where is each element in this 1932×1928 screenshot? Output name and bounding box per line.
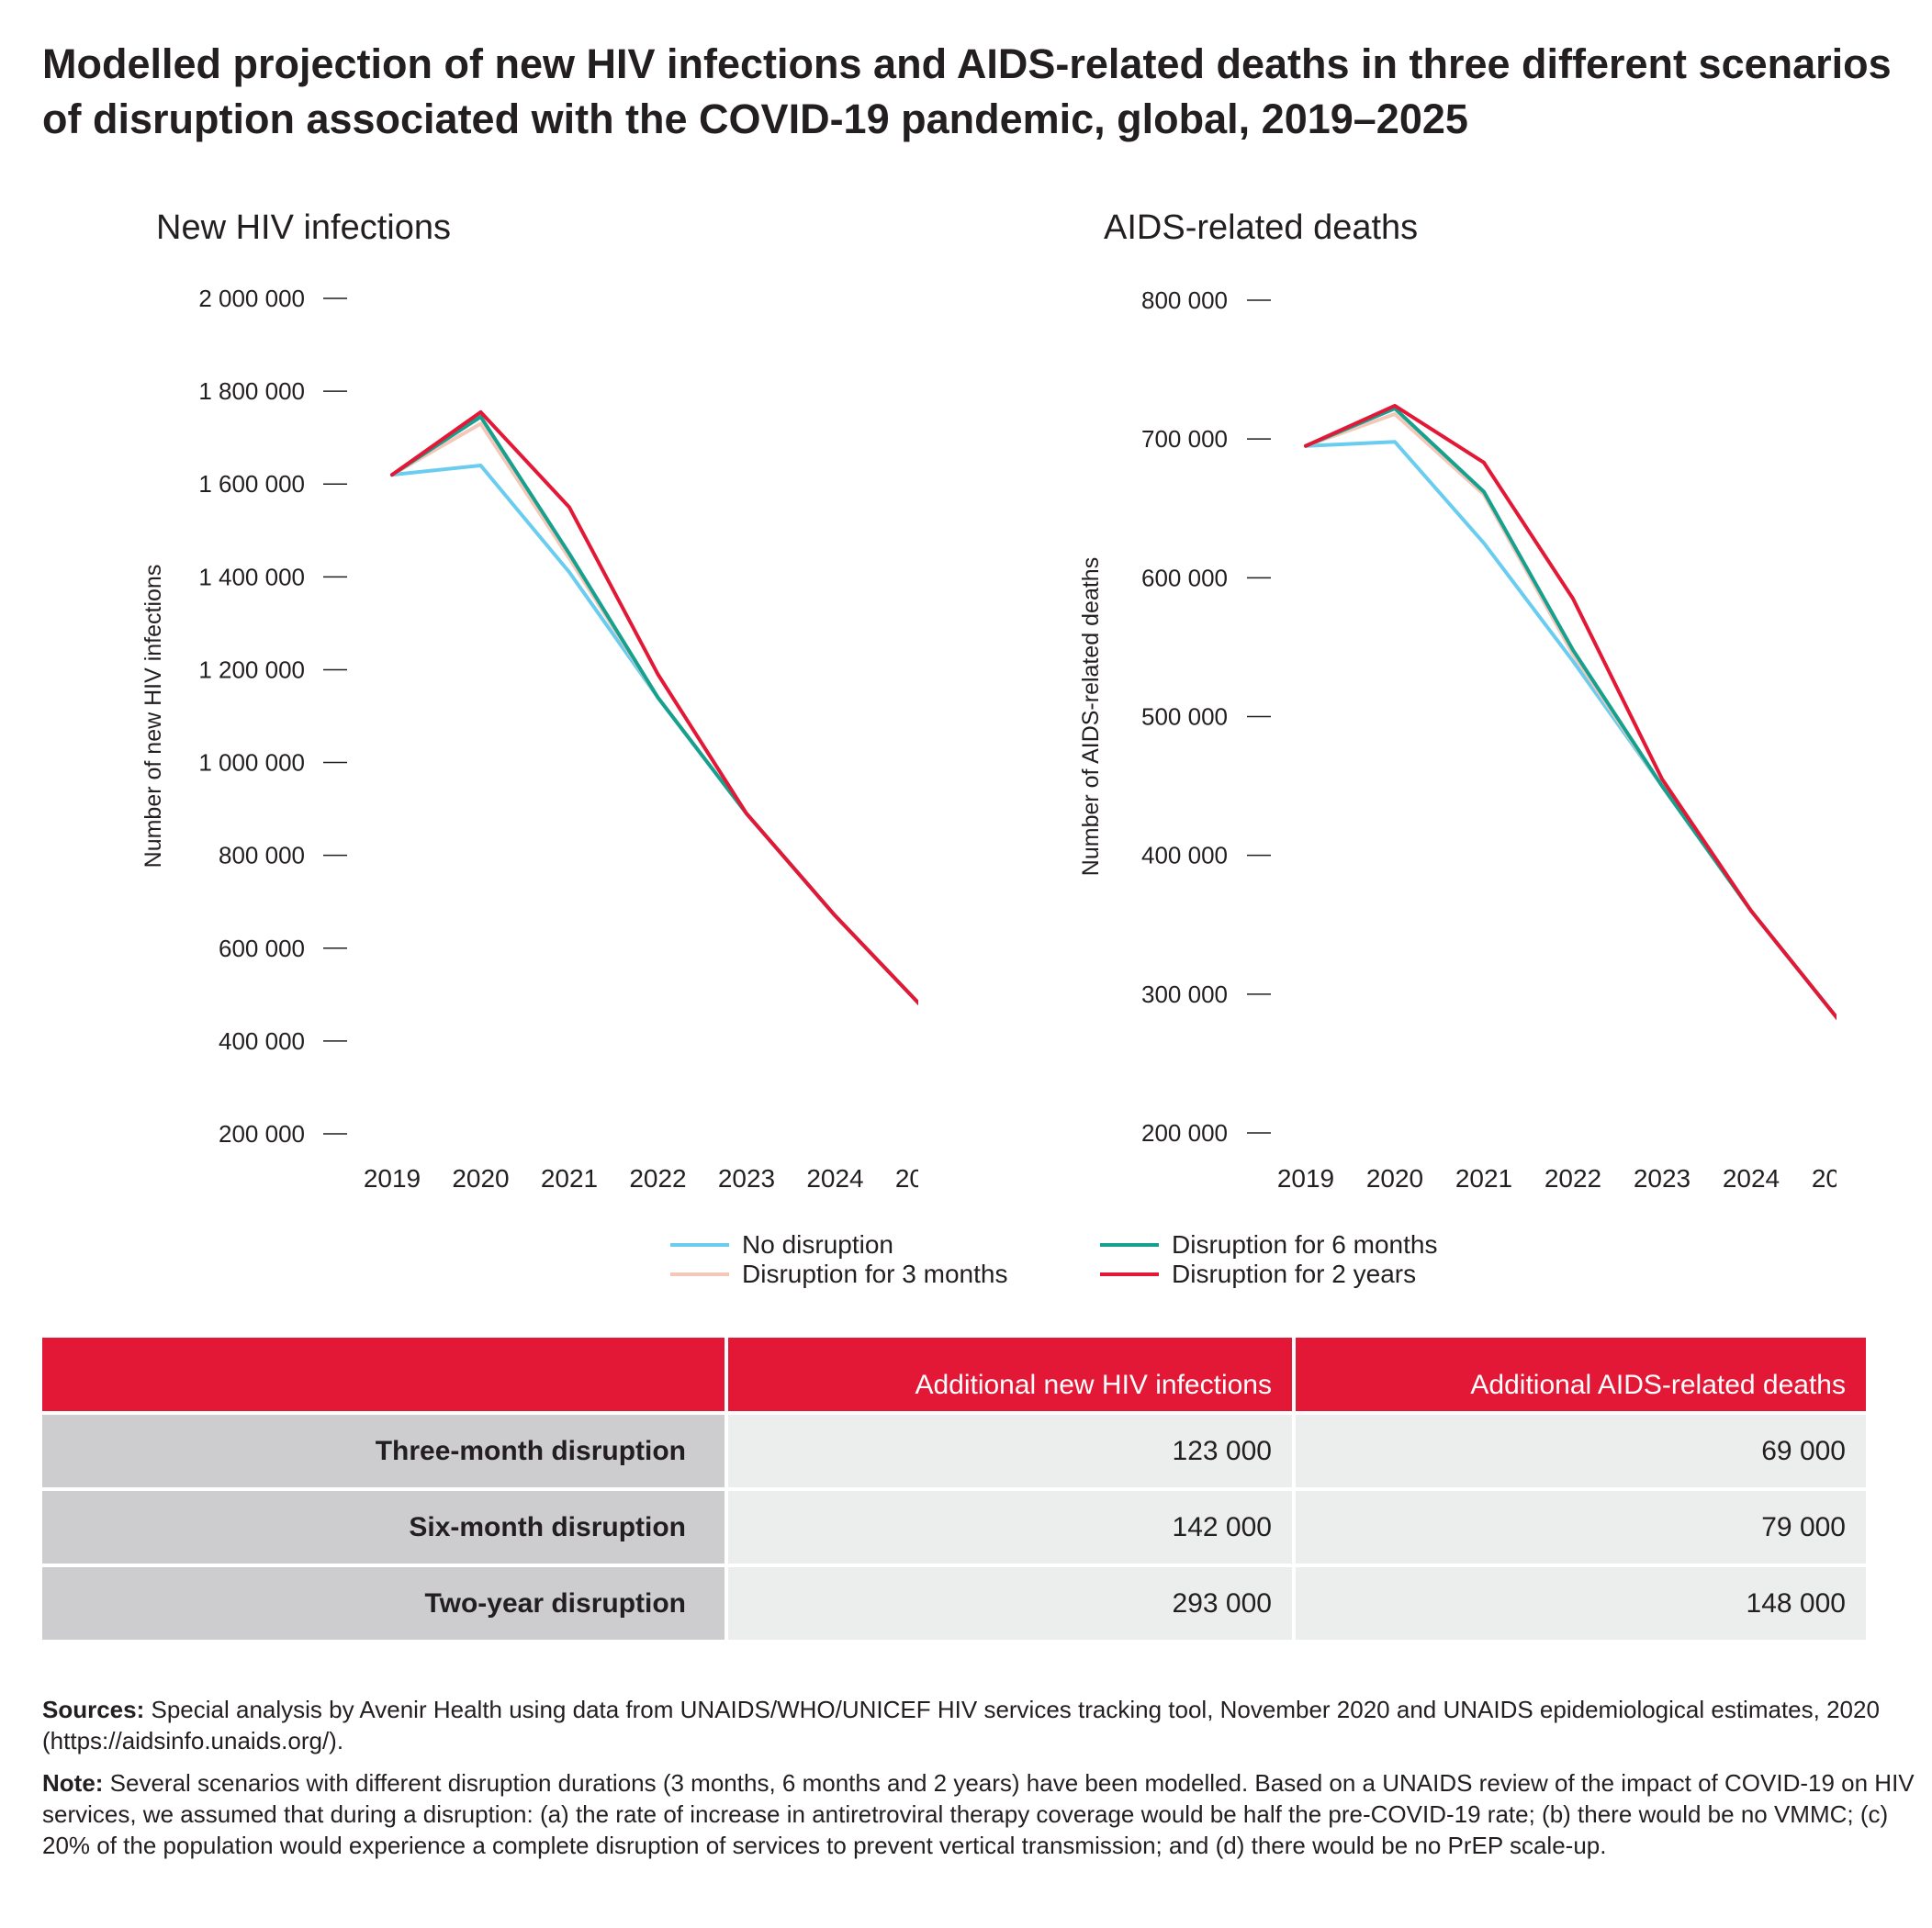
legend-swatch — [1100, 1272, 1159, 1276]
note-text: Several scenarios with different disrupt… — [42, 1769, 1915, 1859]
series-line-no-disruption — [1304, 440, 1837, 1021]
table-header-row: Additional new HIV infections Additional… — [42, 1338, 1866, 1415]
table-cell: 79 000 — [1296, 1491, 1866, 1567]
x-tick-label: 2025 — [1812, 1164, 1837, 1193]
sources-text: Special analysis by Avenir Health using … — [42, 1696, 1880, 1754]
y-tick-label: 600 000 — [219, 935, 305, 962]
table-cell: 293 000 — [728, 1567, 1296, 1643]
series-line-no-disruption — [390, 464, 918, 1006]
footnotes: Sources: Special analysis by Avenir Heal… — [42, 1694, 1915, 1872]
y-tick-label: 1 800 000 — [198, 377, 305, 405]
x-tick-label: 2025 — [895, 1164, 918, 1193]
x-tick-label: 2019 — [1277, 1164, 1334, 1193]
page-title: Modelled projection of new HIV infection… — [42, 40, 1892, 142]
table-header-cell — [42, 1338, 728, 1415]
y-tick-label: 300 000 — [1141, 981, 1228, 1008]
table-cell: 142 000 — [728, 1491, 1296, 1567]
note-label: Note: — [42, 1769, 104, 1797]
table-row: Three-month disruption 123 000 69 000 — [42, 1415, 1866, 1491]
chart-title: AIDS-related deaths — [1104, 208, 1418, 247]
y-tick-label: 1 200 000 — [198, 656, 305, 683]
y-tick-label: 1 000 000 — [198, 749, 305, 777]
table-cell: 148 000 — [1296, 1567, 1866, 1643]
x-tick-label: 2024 — [1723, 1164, 1780, 1193]
x-tick-label: 2023 — [718, 1164, 775, 1193]
legend-item-disruption-6-months: Disruption for 6 months — [1100, 1230, 1437, 1260]
y-tick-label: 800 000 — [219, 842, 305, 869]
legend-label: Disruption for 2 years — [1172, 1260, 1417, 1288]
y-tick-label: 600 000 — [1141, 564, 1228, 591]
table-header-cell: Additional AIDS-related deaths — [1296, 1338, 1866, 1415]
sources-label: Sources: — [42, 1696, 145, 1723]
y-axis-label: Number of AIDS-related deaths — [1078, 557, 1104, 876]
y-tick-label: 200 000 — [219, 1120, 305, 1148]
y-tick-label: 200 000 — [1141, 1119, 1228, 1147]
x-tick-label: 2022 — [629, 1164, 686, 1193]
y-tick-label: 700 000 — [1141, 425, 1228, 453]
legend-label: Disruption for 6 months — [1172, 1230, 1438, 1259]
x-tick-label: 2021 — [541, 1164, 598, 1193]
y-tick-label: 500 000 — [1141, 703, 1228, 731]
legend: No disruption Disruption for 6 months Di… — [670, 1230, 1497, 1304]
table-cell: 69 000 — [1296, 1415, 1866, 1491]
table-row: Six-month disruption 142 000 79 000 — [42, 1491, 1866, 1567]
legend-swatch — [670, 1272, 729, 1276]
y-tick-label: 400 000 — [1141, 842, 1228, 869]
x-tick-label: 2020 — [452, 1164, 509, 1193]
y-tick-label: 2 000 000 — [198, 285, 305, 312]
sources-note: Sources: Special analysis by Avenir Heal… — [42, 1694, 1915, 1756]
legend-label: No disruption — [742, 1230, 893, 1259]
line-chart-aids-related-deaths: AIDS-related deaths Number of AIDS-relate… — [1078, 208, 1837, 1193]
series-line-disruption-for-2-years — [1304, 403, 1837, 1021]
y-axis-label: Number of new HIV infections — [140, 565, 166, 869]
series-line-disruption-for-2-years — [390, 409, 918, 1006]
table-row-label: Two-year disruption — [42, 1567, 728, 1643]
x-tick-label: 2021 — [1455, 1164, 1512, 1193]
table-row-label: Three-month disruption — [42, 1415, 728, 1491]
legend-label: Disruption for 3 months — [742, 1260, 1008, 1288]
x-tick-label: 2024 — [806, 1164, 863, 1193]
table-row: Two-year disruption 293 000 148 000 — [42, 1567, 1866, 1643]
x-tick-label: 2023 — [1634, 1164, 1690, 1193]
method-note: Note: Several scenarios with different d… — [42, 1767, 1915, 1861]
chart-aids-related-deaths: AIDS-related deaths Number of AIDS-relate… — [918, 193, 1837, 1203]
x-tick-label: 2020 — [1366, 1164, 1423, 1193]
x-tick-label: 2019 — [364, 1164, 421, 1193]
legend-swatch — [1100, 1243, 1159, 1247]
legend-item-disruption-3-months: Disruption for 3 months — [670, 1260, 1007, 1289]
y-tick-label: 800 000 — [1141, 286, 1228, 314]
y-tick-label: 400 000 — [219, 1027, 305, 1055]
table-row-label: Six-month disruption — [42, 1491, 728, 1567]
line-chart-new-hiv-infections: New HIV infections Number of new HIV infe… — [140, 208, 918, 1193]
legend-swatch — [670, 1243, 729, 1247]
y-tick-label: 1 600 000 — [198, 470, 305, 498]
series-line-disruption-for-6-months — [1304, 406, 1837, 1021]
legend-item-disruption-2-years: Disruption for 2 years — [1100, 1260, 1416, 1289]
series-line-disruption-for-3-months — [1304, 411, 1837, 1021]
chart-title: New HIV infections — [156, 208, 451, 247]
legend-item-no-disruption: No disruption — [670, 1230, 893, 1260]
table-header-cell: Additional new HIV infections — [728, 1338, 1296, 1415]
y-tick-label: 1 400 000 — [198, 563, 305, 590]
x-tick-label: 2022 — [1544, 1164, 1601, 1193]
summary-table: Additional new HIV infections Additional… — [42, 1338, 1866, 1643]
chart-new-hiv-infections: New HIV infections Number of new HIV infe… — [0, 193, 918, 1203]
table-cell: 123 000 — [728, 1415, 1296, 1491]
